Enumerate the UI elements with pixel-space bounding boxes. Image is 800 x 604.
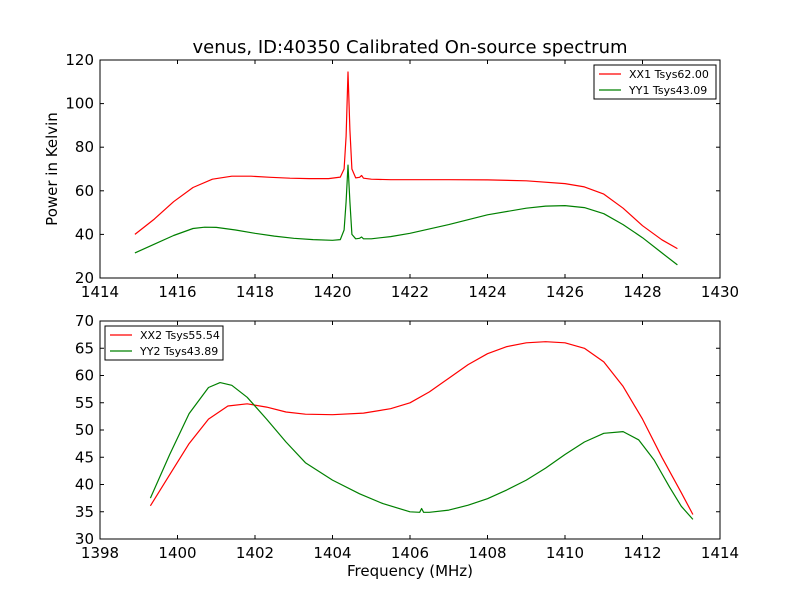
x-tick-label: 1410 [546,544,584,562]
x-tick-label: 1404 [313,544,351,562]
legend: XX1 Tsys62.00 YY1 Tsys43.09 [593,64,717,100]
x-tick-label: 1412 [623,544,661,562]
y-tick-label: 70 [75,312,94,330]
y-tick-label: 40 [75,225,94,243]
y-tick-label: 80 [75,138,94,156]
x-tick-label: 1422 [391,283,429,301]
legend: XX2 Tsys55.54 YY2 Tsys43.89 [104,325,224,361]
legend-label: XX1 Tsys62.00 [629,68,709,81]
series-line-xx [149,341,694,515]
top-panel: 1414 1416 1418 1420 1422 1424 1426 1428 1430 20 40… [43,51,739,301]
x-tick-label: 1400 [158,544,196,562]
y-tick-label: 50 [75,421,94,439]
y-tick-label: 40 [75,476,94,494]
y-tick-label: 60 [75,367,94,385]
x-tick-label: 1406 [391,544,429,562]
y-tick-label: 20 [75,269,94,287]
y-tick-label: 120 [65,51,94,69]
plot-lines [149,341,694,520]
legend-label: YY1 Tsys43.09 [628,84,707,97]
x-tick-label: 1402 [236,544,274,562]
x-tick-label: 1420 [313,283,351,301]
y-axis-label: Power in Kelvin [43,112,61,226]
legend-label: YY2 Tsys43.89 [139,345,218,358]
y-tick-label: 55 [75,394,94,412]
y-tick-label: 35 [75,503,94,521]
x-tick-label: 1418 [236,283,274,301]
plot-lines [134,71,678,266]
x-tick-label: 1426 [546,283,584,301]
x-tick-label: 1408 [468,544,506,562]
legend-box [593,64,717,100]
x-tick-label: 1398 [81,544,119,562]
x-tick-label: 1424 [468,283,506,301]
y-tick-label: 65 [75,339,94,357]
x-axis-label: Frequency (MHz) [347,562,473,580]
x-tick-label: 1416 [158,283,196,301]
chart-title: venus, ID:40350 Calibrated On-source spe… [192,37,627,58]
x-tick-label: 1414 [701,544,739,562]
y-tick-label: 45 [75,448,94,466]
x-tick-label: 1430 [701,283,739,301]
x-tick-label: 1428 [623,283,661,301]
series-line-yy [134,164,678,266]
y-tick-label: 100 [65,95,94,113]
bottom-panel: 1398 1400 1402 1404 1406 1408 1410 1412 1414 30 35… [75,312,739,580]
y-tick-label: 30 [75,530,94,548]
legend-box [104,325,224,361]
series-line-xx [134,71,678,250]
legend-label: XX2 Tsys55.54 [140,329,220,342]
y-tick-label: 60 [75,182,94,200]
series-line-yy [149,382,694,520]
x-tick-label: 1414 [81,283,119,301]
